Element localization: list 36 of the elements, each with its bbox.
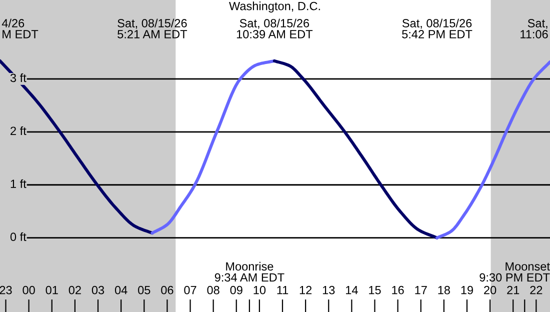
x-tick-label: 10 — [254, 286, 266, 294]
x-tick-label: 12 — [300, 286, 312, 294]
x-tick-label: 07 — [184, 286, 196, 294]
x-tick-label: 16 — [392, 286, 404, 294]
chart-title: Washington, D.C. — [229, 2, 320, 13]
x-tick-label: 20 — [484, 286, 496, 294]
y-tick-label: 0 ft — [10, 232, 26, 242]
x-tick-label: 21 — [507, 286, 520, 294]
x-tick-label: 01 — [46, 286, 58, 294]
x-tick-label: 17 — [415, 286, 427, 294]
y-tick-label: 1 ft — [10, 179, 26, 188]
annotation: Sat, 08/15/26 10:39 AM EDT — [236, 18, 313, 38]
x-tick-label: 04 — [114, 286, 128, 294]
x-tick-label: 15 — [369, 286, 381, 294]
y-tick-label: 2 ft — [10, 126, 26, 136]
x-tick-label: 11 — [277, 286, 288, 294]
x-tick-label: 08 — [207, 286, 220, 294]
annotation: Moonset 9:30 PM EDT — [480, 262, 550, 282]
x-tick-label: 06 — [161, 286, 174, 294]
x-tick-label: 14 — [346, 286, 358, 294]
x-tick-label: 09 — [230, 286, 242, 294]
annotation: Sat, 08/15/26 5:21 AM EDT — [118, 18, 188, 38]
annotation: Moonrise 9:34 AM EDT — [214, 262, 284, 282]
annotation: Sat, 11:06 — [520, 19, 548, 38]
x-tick-label: 02 — [68, 286, 81, 294]
x-tick-label: 23 — [0, 286, 12, 294]
annotation: 4/26 M EDT — [2, 18, 38, 38]
y-tick-label: 3 ft — [10, 73, 26, 82]
x-tick-label: 18 — [438, 286, 450, 294]
x-tick-label: 13 — [322, 286, 335, 294]
x-tick-label: 03 — [92, 286, 104, 294]
x-tick-label: 00 — [22, 286, 35, 294]
annotation: Sat, 08/15/26 5:42 PM EDT — [402, 18, 472, 38]
x-tick-label: 22 — [530, 286, 542, 294]
x-tick-label: 05 — [138, 286, 150, 294]
x-tick-label: 19 — [461, 286, 473, 294]
